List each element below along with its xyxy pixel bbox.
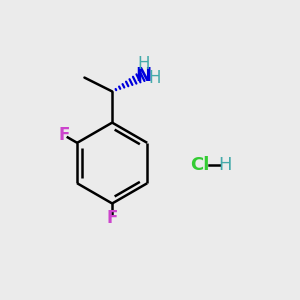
Text: H: H <box>149 69 161 87</box>
Text: F: F <box>106 209 118 227</box>
Text: H: H <box>137 55 150 73</box>
Text: N: N <box>135 66 152 85</box>
Text: F: F <box>58 126 70 144</box>
Text: H: H <box>219 156 232 174</box>
Text: Cl: Cl <box>190 156 210 174</box>
